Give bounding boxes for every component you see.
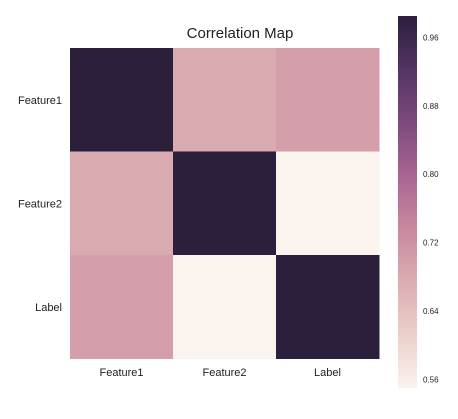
x-tick-label: Label	[314, 367, 341, 379]
colorbar-tick-label: 0.64	[423, 307, 439, 316]
y-tick-label: Feature1	[18, 95, 62, 107]
heatmap-cell-r0-c0	[70, 48, 174, 152]
x-tick-label: Feature1	[99, 367, 143, 379]
heatmap-cell-r1-c1	[173, 151, 277, 256]
heatmap-cells	[70, 48, 380, 359]
heatmap-cell-r1-c0	[70, 151, 174, 256]
colorbar: 0.56 0.64 0.72 0.80 0.88 0.96	[398, 16, 439, 388]
heatmap-cell-r2-c2	[276, 255, 380, 359]
colorbar-tick-label: 0.80	[423, 170, 439, 179]
chart-title: Correlation Map	[187, 25, 294, 42]
heatmap-cell-r0-c2	[276, 48, 380, 152]
colorbar-tick-label: 0.96	[423, 33, 439, 42]
heatmap-cell-r2-c1	[173, 255, 277, 359]
x-tick-label: Feature2	[202, 367, 246, 379]
x-axis-ticks: Feature1 Feature2 Label	[99, 367, 340, 379]
heatmap-cell-r0-c1	[173, 48, 277, 152]
y-tick-label: Label	[35, 302, 62, 314]
heatmap-cell-r1-c2	[276, 151, 380, 256]
colorbar-tick-label: 0.88	[423, 102, 439, 111]
y-tick-label: Feature2	[18, 198, 62, 210]
y-axis-ticks: Feature1 Feature2 Label	[18, 95, 62, 314]
heatmap-cell-r2-c0	[70, 255, 174, 359]
colorbar-ticks: 0.56 0.64 0.72 0.80 0.88 0.96	[423, 33, 439, 384]
colorbar-tick-label: 0.72	[423, 239, 439, 248]
colorbar-gradient	[398, 16, 417, 388]
colorbar-tick-label: 0.56	[423, 375, 439, 384]
